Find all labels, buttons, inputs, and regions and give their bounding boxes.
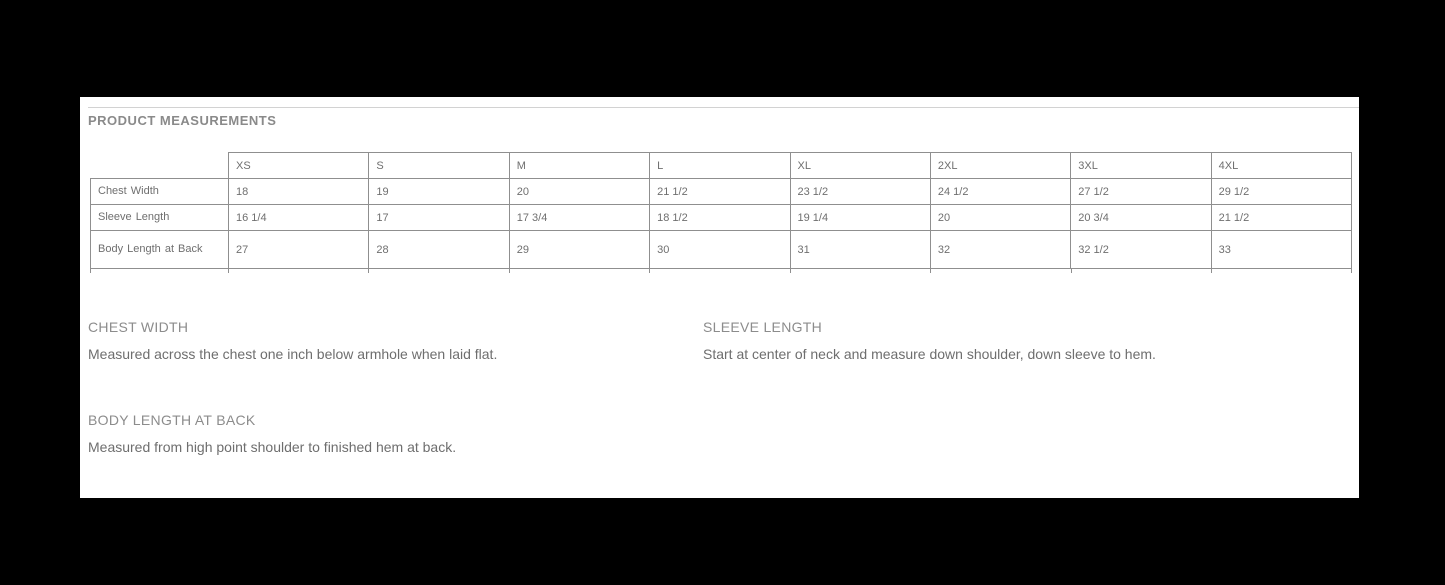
cell-sleeve-s: 17 [368,204,510,231]
page-title: PRODUCT MEASUREMENTS [88,113,277,128]
column-line-stub [368,268,369,273]
cell-chest-s: 19 [368,178,510,205]
column-line-stub [1351,268,1352,273]
column-header-xl: XL [789,152,931,179]
table-clip-artifact [90,268,1352,273]
definition-description: Measured across the chest one inch below… [88,346,498,362]
definition-heading: SLEEVE LENGTH [703,319,823,335]
column-line-stub [228,268,229,273]
cell-chest-xs: 18 [227,178,370,205]
column-line-stub [509,268,510,273]
cell-sleeve-3xl: 20 3/4 [1070,204,1212,231]
cell-sleeve-m: 17 3/4 [508,204,651,231]
definition-heading: BODY LENGTH AT BACK [88,412,256,428]
cell-sleeve-xl: 19 1/4 [789,204,931,231]
column-header-2xl: 2XL [929,152,1072,179]
column-header-3xl: 3XL [1070,152,1212,179]
row-label-chest-width: Chest Width [90,178,229,205]
column-line-stub [90,268,91,273]
cell-chest-2xl: 24 1/2 [929,178,1072,205]
column-header-4xl: 4XL [1210,152,1353,179]
cell-body-m: 29 [508,230,651,269]
cell-body-l: 30 [649,230,791,269]
cell-body-xs: 27 [227,230,370,269]
column-line-stub [1071,268,1072,273]
row-label-sleeve-length: Sleeve Length [90,204,229,231]
cell-body-s: 28 [368,230,510,269]
cell-chest-3xl: 27 1/2 [1070,178,1212,205]
definition-description: Start at center of neck and measure down… [703,346,1156,362]
cell-body-xl: 31 [789,230,931,269]
definition-chest-width: CHEST WIDTH Measured across the chest on… [88,319,703,362]
column-line-stub [790,268,791,273]
column-header-s: S [368,152,510,179]
cell-sleeve-2xl: 20 [929,204,1072,231]
column-header-l: L [649,152,791,179]
top-divider [88,107,1359,108]
cell-chest-m: 20 [508,178,651,205]
table-row-body-length: Body Length at Back 27 28 29 30 31 32 32… [90,230,1353,269]
definition-description: Measured from high point shoulder to fin… [88,439,457,455]
column-line-stub [1211,268,1212,273]
definition-body-length-at-back: BODY LENGTH AT BACK Measured from high p… [88,412,703,455]
table-row-sleeve-length: Sleeve Length 16 1/4 17 17 3/4 18 1/2 19… [90,204,1353,231]
corner-cell [91,153,229,179]
column-line-stub [649,268,650,273]
cell-chest-xl: 23 1/2 [789,178,931,205]
cell-sleeve-l: 18 1/2 [649,204,791,231]
column-header-m: M [508,152,651,179]
cell-body-2xl: 32 [929,230,1072,269]
header-row: XS S M L XL 2XL 3XL 4XL [91,152,1353,179]
column-header-xs: XS [227,152,370,179]
measurements-table: XS S M L XL 2XL 3XL 4XL Chest Width 18 1… [90,152,1353,269]
cell-body-4xl: 33 [1210,230,1353,269]
cell-sleeve-4xl: 21 1/2 [1210,204,1353,231]
cell-chest-4xl: 29 1/2 [1210,178,1353,205]
definition-heading: CHEST WIDTH [88,319,189,335]
row-label-body-length: Body Length at Back [90,230,229,269]
product-measurements-panel: PRODUCT MEASUREMENTS XS S M L XL 2XL 3XL… [80,97,1359,498]
column-line-stub [930,268,931,273]
cell-chest-l: 21 1/2 [649,178,791,205]
cell-sleeve-xs: 16 1/4 [227,204,370,231]
table-row-chest-width: Chest Width 18 19 20 21 1/2 23 1/2 24 1/… [90,178,1353,205]
definition-sleeve-length: SLEEVE LENGTH Start at center of neck an… [703,319,1318,362]
cell-body-3xl: 32 1/2 [1070,230,1212,269]
